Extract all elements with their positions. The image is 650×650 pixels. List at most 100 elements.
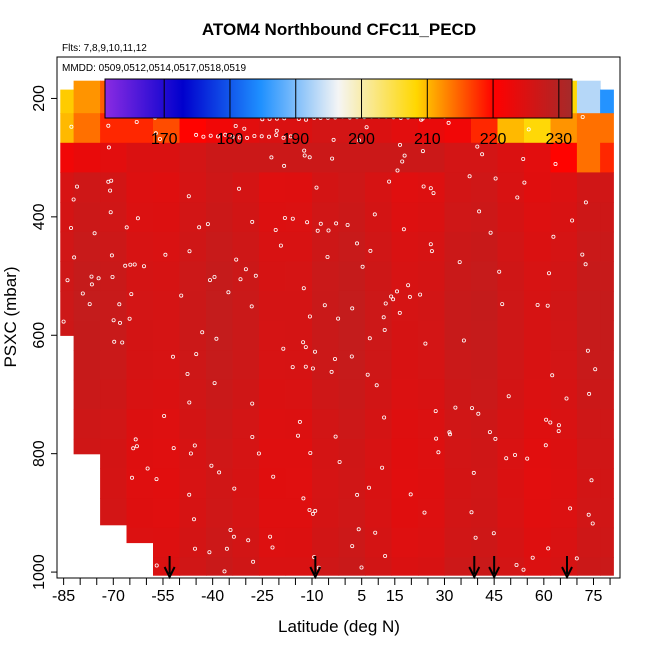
heatmap-cell — [497, 498, 525, 529]
heatmap-cell — [418, 231, 446, 262]
sample-point — [305, 220, 310, 225]
sample-point — [428, 186, 433, 191]
heatmap-cell — [600, 261, 614, 292]
heatmap-cell — [73, 202, 101, 233]
sample-point — [230, 134, 235, 139]
heatmap-cell — [497, 350, 525, 381]
heatmap-cell — [576, 320, 601, 351]
heatmap-cell — [418, 202, 446, 233]
sample-point — [585, 348, 590, 353]
heatmap-cell — [600, 202, 614, 233]
heatmap-cell — [73, 409, 101, 440]
heatmap-cell — [126, 320, 154, 351]
heatmap-cell — [153, 350, 181, 381]
heatmap-cell — [600, 113, 614, 144]
heatmap-cell — [576, 350, 601, 381]
sample-point — [389, 294, 394, 299]
sample-point — [545, 303, 550, 308]
sample-point — [383, 554, 388, 559]
x-tick-label--25: -25 — [251, 588, 274, 605]
colorbar-ticks: 170 180 190 200 210 220 230 — [151, 79, 572, 148]
heatmap-cell — [524, 261, 552, 292]
heatmap-cell — [100, 498, 128, 526]
sample-point — [493, 436, 498, 441]
heatmap-cell — [524, 172, 552, 203]
heatmap-cell — [550, 468, 578, 499]
sample-point — [200, 330, 205, 335]
sample-point — [108, 188, 113, 193]
heatmap-cell — [312, 438, 340, 470]
heatmap-cell — [285, 498, 313, 529]
sample-point — [205, 222, 210, 227]
heatmap-cell — [471, 172, 499, 203]
heatmap-cell — [444, 290, 472, 322]
heatmap-cell — [60, 320, 75, 336]
heatmap-cell — [60, 142, 75, 173]
heatmap-cell — [259, 202, 287, 233]
heatmap-cell — [126, 468, 154, 499]
sample-point — [187, 400, 192, 405]
sample-point — [269, 155, 274, 160]
sample-point — [480, 152, 485, 157]
heatmap-cell — [126, 498, 154, 529]
sample-point — [170, 354, 175, 359]
heatmap-cell — [524, 320, 552, 351]
sample-point — [250, 401, 255, 406]
colorbar-tick-label-220: 220 — [480, 131, 507, 148]
sample-point — [400, 159, 405, 164]
heatmap-cell — [285, 557, 313, 576]
sample-point — [207, 278, 212, 283]
sample-point — [423, 341, 428, 346]
heatmap-cell — [126, 172, 154, 203]
heatmap-cell — [444, 142, 472, 173]
heatmap-cell — [179, 172, 207, 203]
sample-point — [243, 267, 248, 272]
heatmap-cell — [153, 468, 181, 499]
heatmap-cell — [100, 142, 128, 173]
heatmap-cell — [365, 172, 393, 203]
sample-point — [89, 282, 94, 287]
sample-point — [127, 316, 132, 321]
heatmap-cell — [153, 202, 181, 233]
heatmap-cell — [232, 142, 260, 173]
heatmap-cell — [550, 438, 578, 470]
heatmap-cell — [285, 379, 313, 410]
heatmap-cell — [444, 468, 472, 499]
sample-point — [504, 456, 509, 461]
sample-point — [274, 133, 279, 138]
sample-point — [109, 253, 114, 258]
sample-point — [249, 304, 254, 309]
heatmap-cell — [100, 202, 128, 233]
sample-point — [580, 252, 585, 257]
heatmap-cell — [206, 350, 234, 381]
heatmap-cell — [232, 527, 260, 558]
sample-point — [583, 200, 588, 205]
heatmap-cell — [153, 172, 181, 203]
sample-point — [162, 413, 167, 418]
heatmap-cell — [259, 261, 287, 292]
heatmap-cell — [206, 557, 234, 576]
sample-point — [187, 249, 192, 254]
heatmap-cell — [153, 409, 181, 440]
heatmap-cell — [338, 498, 366, 529]
heatmap-cell — [73, 231, 101, 262]
heatmap-cell — [600, 557, 614, 576]
sample-point — [303, 364, 308, 369]
y-tick-label-200: 200 — [31, 85, 48, 112]
heatmap-cell — [444, 231, 472, 262]
sample-point — [154, 563, 159, 568]
heatmap-cell — [153, 231, 181, 262]
heatmap-cell — [550, 142, 578, 173]
sample-point — [307, 155, 312, 160]
sample-point — [447, 432, 452, 437]
sample-point — [593, 367, 598, 372]
heatmap-cell — [285, 202, 313, 233]
heatmap-cell — [153, 438, 181, 470]
heatmap-cell — [391, 468, 419, 499]
heatmap-cell — [126, 379, 154, 410]
heatmap-cell — [73, 172, 101, 203]
colorbar-tick-label-210: 210 — [414, 131, 441, 148]
sample-point — [367, 336, 372, 341]
sample-point — [224, 546, 229, 551]
